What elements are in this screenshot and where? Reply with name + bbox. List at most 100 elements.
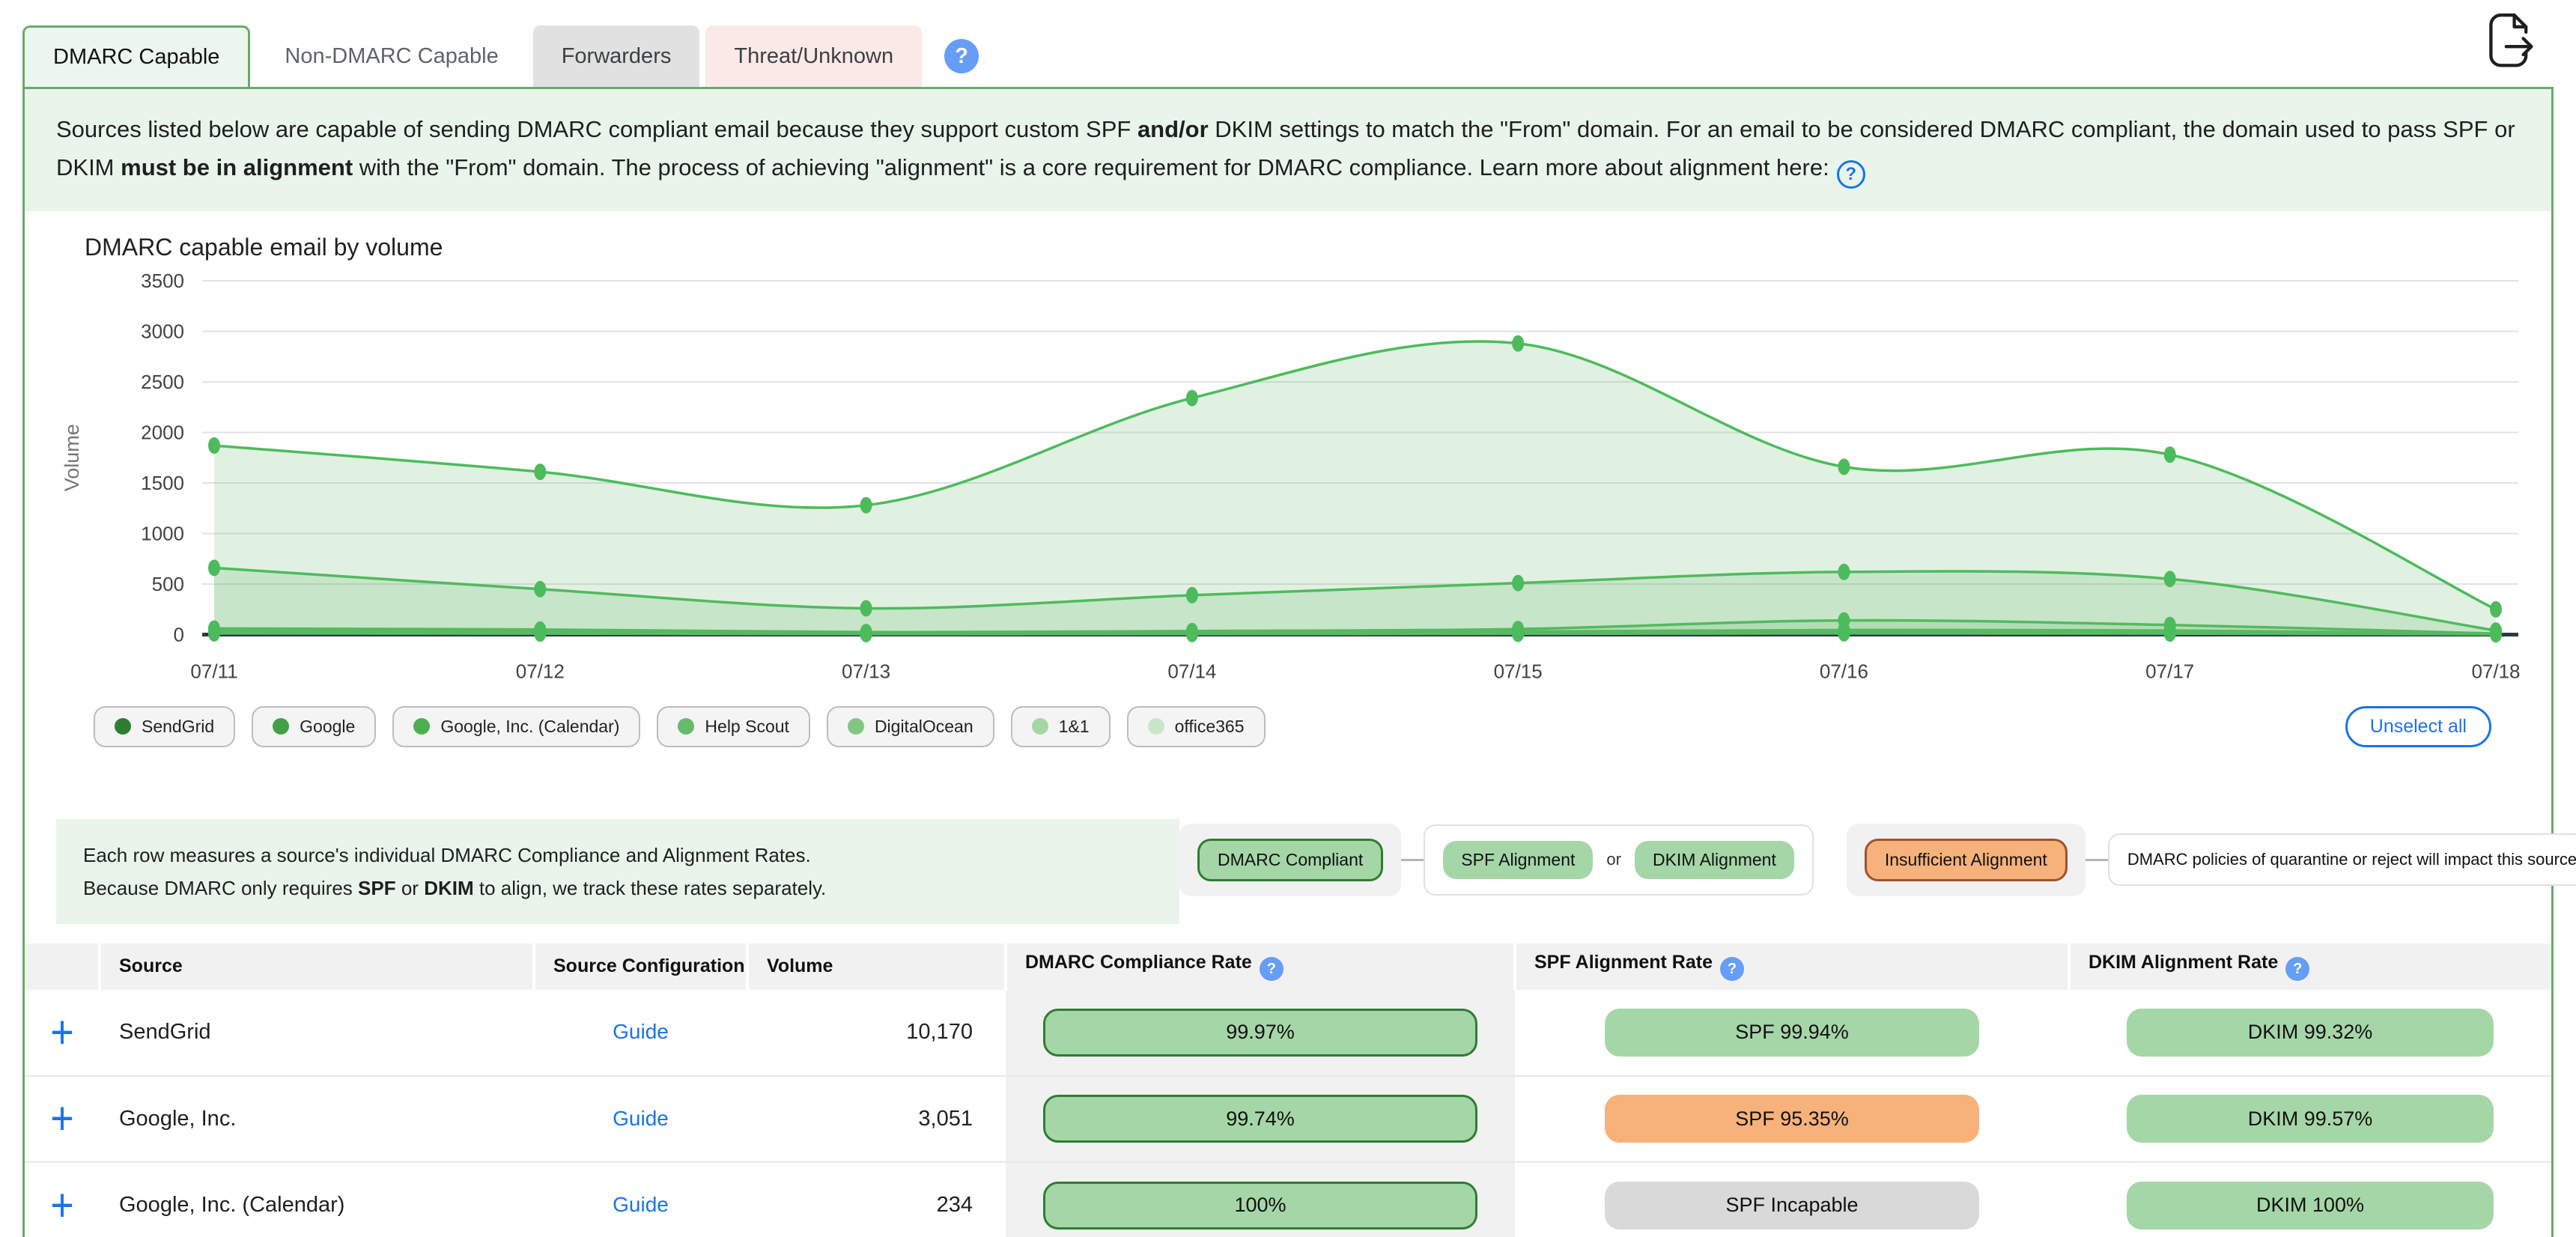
svg-text:3000: 3000 xyxy=(141,320,184,342)
chart-title: DMARC capable email by volume xyxy=(85,233,443,261)
legend-chip-label: office365 xyxy=(1174,716,1245,736)
svg-text:2000: 2000 xyxy=(141,421,184,443)
legend-chip[interactable]: Help Scout xyxy=(657,705,810,747)
svg-text:07/15: 07/15 xyxy=(1494,660,1543,682)
intro-bold-andor: and/or xyxy=(1137,116,1209,142)
series-legend: SendGrid Google Google, Inc. (Calendar) Hel… xyxy=(94,705,2491,747)
legend-card-alignment: SPF Alignment or DKIM Alignment xyxy=(1424,824,1814,896)
tab-dmarc-capable[interactable]: DMARC Capable xyxy=(22,25,251,87)
note-line-1: Each row measures a source's individual … xyxy=(83,843,811,866)
legend-chip[interactable]: Google, Inc. (Calendar) xyxy=(392,705,641,747)
expand-column-header xyxy=(25,943,101,990)
volume-value: 234 xyxy=(747,1161,1006,1237)
dmarc-column-header: DMARC Compliance Rate? xyxy=(1006,943,1516,990)
legend-connector xyxy=(2085,858,2108,861)
note-bold-spf: SPF xyxy=(358,876,396,899)
tabs-help-icon[interactable]: ? xyxy=(944,39,979,73)
legend-chip[interactable]: Google xyxy=(252,705,377,747)
expand-row-button[interactable]: + xyxy=(50,1092,74,1145)
svg-text:07/13: 07/13 xyxy=(842,660,890,682)
legend-chip[interactable]: DigitalOcean xyxy=(826,705,994,747)
note-line-2a: Because DMARC only requires xyxy=(83,876,359,899)
spf-rate-badge: SPF 99.94% xyxy=(1605,1008,1979,1057)
expand-row-button[interactable]: + xyxy=(50,1006,74,1058)
unselect-all-button[interactable]: Unselect all xyxy=(2345,705,2491,747)
volume-column-header: Volume xyxy=(747,943,1007,990)
svg-text:1000: 1000 xyxy=(141,522,184,544)
dkim-help-icon[interactable]: ? xyxy=(2285,957,2310,982)
legend-chip-label: DigitalOcean xyxy=(874,716,973,736)
svg-text:3500: 3500 xyxy=(141,270,184,292)
sources-table: Source Source Configuration Volume DMARC… xyxy=(25,943,2551,1237)
svg-text:500: 500 xyxy=(152,573,184,595)
svg-text:07/18: 07/18 xyxy=(2471,660,2520,682)
dkim-alignment-badge: DKIM Alignment xyxy=(1634,840,1794,879)
svg-text:07/16: 07/16 xyxy=(1820,660,1868,682)
dmarc-header-label: DMARC Compliance Rate xyxy=(1025,951,1252,973)
volume-chart-section: DMARC capable email by volume 3500 3000 25… xyxy=(25,210,2551,773)
dkim-header-label: DKIM Alignment Rate xyxy=(2089,951,2279,973)
note-line-2b: or xyxy=(395,876,425,899)
intro-bold-alignment: must be in alignment xyxy=(121,154,353,180)
alignment-help-icon[interactable]: ? xyxy=(1836,159,1865,189)
spf-header-label: SPF Alignment Rate xyxy=(1534,951,1713,973)
legend-card-insufficient: Insufficient Alignment xyxy=(1846,823,2086,896)
rate-legend: DMARC Compliant SPF Alignment or DKIM Al… xyxy=(1179,823,2576,896)
dkim-rate-badge: DKIM 100% xyxy=(2127,1181,2494,1230)
svg-text:07/11: 07/11 xyxy=(190,660,237,682)
expand-row-button[interactable]: + xyxy=(50,1179,74,1231)
source-name: Google, Inc. (Calendar) xyxy=(100,1161,534,1237)
volume-value: 3,051 xyxy=(747,1075,1006,1162)
tab-threat-unknown[interactable]: Threat/Unknown xyxy=(705,25,923,87)
rates-note: Each row measures a source's individual … xyxy=(56,818,1179,924)
insufficient-alignment-badge: Insufficient Alignment xyxy=(1864,838,2068,881)
svg-text:07/14: 07/14 xyxy=(1167,660,1216,682)
dkim-rate-badge: DKIM 99.32% xyxy=(2127,1008,2494,1057)
tab-non-dmarc-capable[interactable]: Non-DMARC Capable xyxy=(256,25,527,87)
legend-chip-label: Help Scout xyxy=(705,716,789,736)
dmarc-help-icon[interactable]: ? xyxy=(1259,957,1284,982)
series-color-dot xyxy=(678,718,695,735)
svg-text:07/12: 07/12 xyxy=(516,660,565,682)
volume-chart: 3500 3000 2500 2000 1500 1000 500 0 07/11 07/12 07… xyxy=(61,270,2521,683)
source-name: SendGrid xyxy=(100,989,534,1076)
impact-note: DMARC policies of quarantine or reject w… xyxy=(2127,850,2576,869)
table-row: + SendGrid Guide 10,170 99.97% SPF 99.94… xyxy=(25,989,2551,1076)
legend-chip[interactable]: 1&1 xyxy=(1010,705,1111,747)
svg-text:Volume: Volume xyxy=(61,424,83,491)
compliance-rate-badge: 99.97% xyxy=(1043,1008,1477,1057)
intro-text: Sources listed below are capable of send… xyxy=(25,89,2551,211)
legend-connector xyxy=(1401,858,1424,861)
export-icon xyxy=(2489,13,2533,67)
source-name: Google, Inc. xyxy=(100,1075,534,1162)
guide-link[interactable]: Guide xyxy=(613,1020,669,1043)
legend-chip[interactable]: SendGrid xyxy=(94,705,236,747)
svg-text:07/17: 07/17 xyxy=(2145,660,2194,682)
spf-help-icon[interactable]: ? xyxy=(1720,957,1744,982)
svg-text:2500: 2500 xyxy=(141,371,184,393)
source-column-header: Source xyxy=(100,943,535,990)
spf-alignment-badge: SPF Alignment xyxy=(1443,840,1594,879)
guide-link[interactable]: Guide xyxy=(613,1106,669,1130)
legend-chip-label: Google, Inc. (Calendar) xyxy=(440,716,620,736)
series-color-dot xyxy=(847,718,864,735)
legend-chip-label: SendGrid xyxy=(142,716,215,736)
guide-link[interactable]: Guide xyxy=(613,1193,669,1216)
intro-part-2: DKIM settings to match the "From" domain… xyxy=(56,116,2515,180)
export-button[interactable] xyxy=(2483,10,2540,76)
note-line-2c: to align, we track these rates separatel… xyxy=(473,876,827,899)
dmarc-capable-panel: Sources listed below are capable of send… xyxy=(22,89,2576,1237)
intro-part-1: Sources listed below are capable of send… xyxy=(56,116,1137,142)
tab-forwarders[interactable]: Forwarders xyxy=(532,25,700,87)
tab-bar: DMARC Capable Non-DMARC Capable Forwarde… xyxy=(22,0,2554,89)
table-row: + Google, Inc. (Calendar) Guide 234 100%… xyxy=(25,1161,2551,1237)
legend-card-impact: DMARC policies of quarantine or reject w… xyxy=(2107,833,2576,886)
table-header-row: Source Source Configuration Volume DMARC… xyxy=(25,943,2551,990)
dkim-rate-badge: DKIM 99.57% xyxy=(2127,1095,2494,1143)
note-bold-dkim: DKIM xyxy=(424,876,474,899)
spf-rate-badge: SPF 95.35% xyxy=(1605,1095,1979,1143)
legend-chip-label: Google xyxy=(300,716,356,736)
config-column-header: Source Configuration xyxy=(534,943,749,990)
legend-chip[interactable]: office365 xyxy=(1126,705,1266,747)
series-color-dot xyxy=(1147,718,1164,735)
